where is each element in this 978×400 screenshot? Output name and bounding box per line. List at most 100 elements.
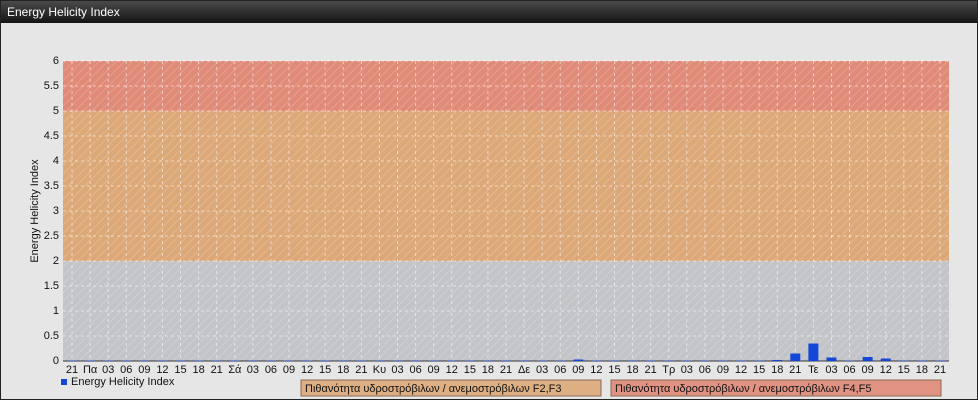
- band-legend-label: Πιθανότητα υδροστρόβιλων / ανεμοστρόβιλω…: [305, 383, 562, 395]
- x-tick-label: 15: [608, 364, 620, 376]
- bar: [537, 360, 548, 361]
- bar: [501, 360, 511, 361]
- bar: [573, 359, 584, 361]
- legend-label: Energy Helicity Index: [71, 376, 175, 388]
- bar: [392, 360, 403, 361]
- bar: [916, 360, 927, 361]
- x-tick-label: 18: [337, 364, 349, 376]
- x-tick-label: Κυ: [373, 364, 386, 376]
- y-tick-label: 0.5: [44, 330, 59, 342]
- x-tick-label: 15: [753, 364, 765, 376]
- x-tick-label: 15: [174, 364, 186, 376]
- bar: [320, 360, 331, 361]
- bar: [627, 360, 638, 361]
- x-tick-label: 21: [355, 364, 367, 376]
- x-tick-label: 18: [626, 364, 638, 376]
- bar: [302, 360, 313, 361]
- x-tick-label: 06: [699, 364, 711, 376]
- y-tick-label: 5.5: [44, 80, 59, 92]
- x-tick-label: 03: [681, 364, 693, 376]
- bar: [880, 358, 891, 361]
- bar: [736, 360, 747, 361]
- x-tick-label: 03: [391, 364, 403, 376]
- bar: [934, 360, 945, 361]
- bar: [609, 360, 620, 361]
- x-tick-label: 15: [464, 364, 476, 376]
- x-tick-label: 21: [645, 364, 657, 376]
- x-tick-label: Τε: [808, 364, 819, 376]
- x-tick-label: 21: [789, 364, 801, 376]
- x-tick-label: 06: [843, 364, 855, 376]
- x-tick-label: 18: [192, 364, 204, 376]
- x-tick-label: 12: [301, 364, 313, 376]
- x-tick-label: 03: [536, 364, 548, 376]
- bar: [790, 353, 801, 361]
- bar: [519, 360, 530, 361]
- bar: [699, 360, 710, 361]
- y-tick-label: 4: [53, 155, 59, 167]
- x-tick-label: 06: [265, 364, 277, 376]
- x-tick-label: 21: [500, 364, 512, 376]
- bar: [265, 360, 276, 361]
- bar: [645, 360, 656, 361]
- bar: [555, 360, 566, 361]
- y-tick-label: 2.5: [44, 230, 59, 242]
- x-tick-label: Πα: [83, 364, 98, 376]
- bar: [175, 360, 186, 361]
- bar: [862, 357, 873, 361]
- x-tick-label: 03: [247, 364, 259, 376]
- x-tick-label: 09: [138, 364, 150, 376]
- x-tick-label: 09: [717, 364, 729, 376]
- x-tick-label: 09: [572, 364, 584, 376]
- panel-header: Energy Helicity Index: [1, 1, 977, 23]
- x-tick-label: 03: [825, 364, 837, 376]
- bar: [193, 360, 204, 361]
- band-legend-box: [300, 379, 602, 397]
- bar: [284, 360, 295, 361]
- bar: [103, 360, 114, 361]
- y-tick-label: 6: [53, 55, 59, 67]
- x-tick-label: 21: [934, 364, 946, 376]
- x-tick-label: Δε: [518, 364, 530, 376]
- x-tick-label: 12: [880, 364, 892, 376]
- x-tick-label: 12: [446, 364, 458, 376]
- bar: [121, 360, 132, 361]
- x-tick-label: 12: [156, 364, 168, 376]
- x-tick-label: 18: [916, 364, 928, 376]
- y-tick-label: 4.5: [44, 130, 59, 142]
- y-tick-label: 3: [53, 205, 59, 217]
- bar: [229, 360, 240, 361]
- x-tick-label: 12: [590, 364, 602, 376]
- bar: [356, 360, 367, 361]
- x-tick-label: 06: [120, 364, 132, 376]
- bar: [681, 360, 692, 361]
- x-tick-label: 18: [771, 364, 783, 376]
- bar: [772, 360, 783, 361]
- bar: [338, 360, 349, 361]
- x-tick-label: 15: [898, 364, 910, 376]
- bar: [754, 360, 765, 361]
- y-axis-label: Energy Helicity Index: [29, 159, 41, 263]
- bar: [211, 360, 222, 361]
- x-tick-label: 03: [102, 364, 114, 376]
- x-tick-label: Τρ: [662, 364, 675, 376]
- x-tick-label: 09: [428, 364, 440, 376]
- band-legend-box: [610, 379, 942, 397]
- y-tick-label: 0: [53, 355, 59, 367]
- bar: [410, 360, 421, 361]
- bar: [482, 360, 493, 361]
- x-tick-label: 09: [862, 364, 874, 376]
- bar: [446, 360, 457, 361]
- bar: [374, 360, 385, 361]
- bar: [826, 357, 837, 361]
- bar: [67, 360, 78, 361]
- x-tick-label: 06: [554, 364, 566, 376]
- x-tick-label: 21: [211, 364, 223, 376]
- x-tick-label: Σά: [228, 364, 242, 376]
- bar: [85, 360, 96, 361]
- x-tick-label: 12: [735, 364, 747, 376]
- bar: [663, 360, 674, 361]
- chart: Energy Helicity Index 0 0.5 1 1.5 2 2.5 3 3.5 4 4…: [29, 55, 949, 397]
- bar: [157, 360, 168, 361]
- y-tick-label: 3.5: [44, 180, 59, 192]
